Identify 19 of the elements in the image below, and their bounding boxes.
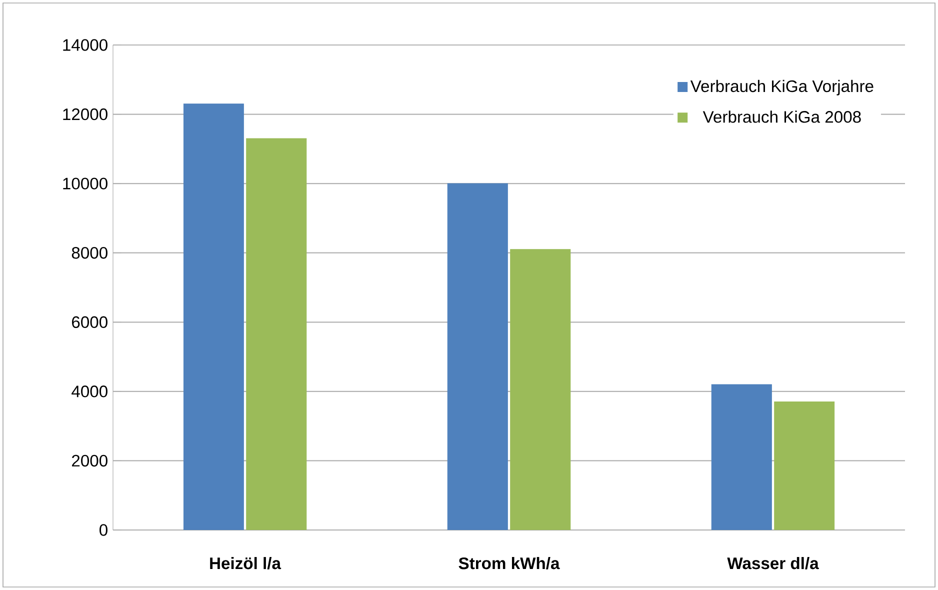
legend-label: Verbrauch KiGa Vorjahre — [690, 80, 874, 96]
bar — [447, 183, 508, 530]
y-tick-label: 4000 — [72, 386, 108, 398]
bar — [183, 104, 244, 530]
bar — [246, 138, 307, 530]
bar — [774, 402, 835, 530]
x-tick-label: Strom kWh/a — [458, 557, 560, 570]
bar — [711, 384, 772, 530]
y-tick-label: 8000 — [72, 246, 108, 259]
y-tick-label: 6000 — [72, 316, 108, 328]
y-tick-label: 2000 — [72, 454, 108, 467]
x-tick-label: Heizöl l/a — [210, 557, 282, 570]
bar — [510, 249, 571, 530]
legend-label: Verbrauch KiGa 2008 — [702, 110, 861, 123]
y-tick-label: 0 — [100, 524, 108, 536]
y-tick-label: 14000 — [63, 39, 108, 51]
x-tick-label: Wasser dl/a — [727, 557, 819, 570]
y-tick-label: 12000 — [63, 108, 108, 120]
y-tick-label: 10000 — [63, 178, 108, 190]
